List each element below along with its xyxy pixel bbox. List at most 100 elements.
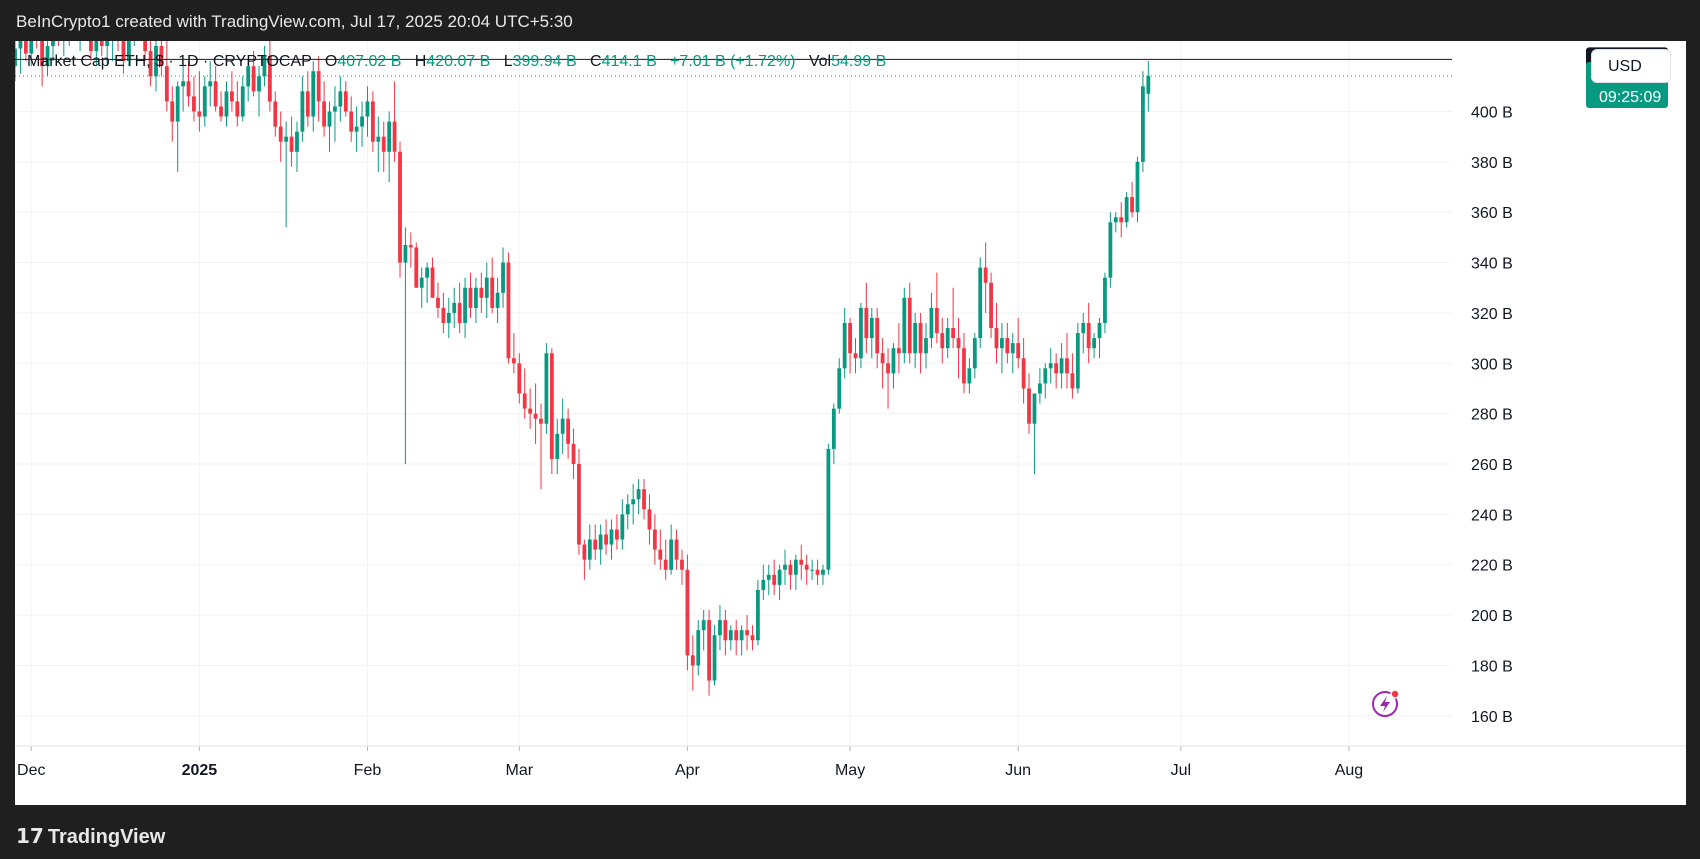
low-value: 399.94 B [512, 53, 577, 70]
candle-body [349, 111, 354, 132]
candle-body [951, 328, 956, 339]
candle-body [891, 348, 896, 374]
candle-body [604, 534, 608, 545]
candle-body [647, 509, 652, 530]
candle-body [799, 559, 804, 565]
candle-body [202, 86, 207, 117]
price-overlays [15, 58, 1452, 77]
candle-body [1005, 338, 1010, 354]
candle-body [463, 287, 467, 323]
chart-panel[interactable]: 160 B 180 B 200 B 220 B 240 B 260 B 280 B 300 B… [15, 41, 1686, 805]
candle-body [1043, 368, 1048, 384]
candle-body [441, 307, 446, 323]
tradingview-logo[interactable]: 17 TradingView [16, 824, 165, 849]
candle-body [506, 262, 511, 359]
x-tick-label: Dec [17, 762, 45, 779]
price-chart[interactable]: 160 B 180 B 200 B 220 B 240 B 260 B 280 B 300 B… [15, 41, 1686, 805]
candle-body [745, 630, 749, 636]
candle-body [219, 106, 223, 117]
header-caption: BeInCrypto1 created with TradingView.com… [16, 12, 573, 31]
candle-body [311, 71, 316, 117]
x-tick-label: Jun [1005, 762, 1031, 779]
candle-body [902, 297, 907, 354]
candle-body [712, 635, 717, 681]
symbol-label[interactable]: Market Cap ETH, $ · 1D · CRYPTOCAP [27, 53, 312, 70]
candle-body [896, 348, 901, 354]
candle-body [652, 529, 657, 550]
candle-body [1054, 363, 1059, 374]
price-axis[interactable]: 160 B 180 B 200 B 220 B 240 B 260 B 280 B 300 B… [1471, 105, 1513, 726]
candle-body [983, 267, 988, 283]
candle-body [577, 464, 581, 545]
candle-body [1113, 217, 1118, 223]
candle-body [587, 539, 592, 560]
volume-value: 54.99 B [831, 53, 887, 70]
candle-body [29, 41, 34, 54]
candle-body [582, 544, 587, 560]
candle-body [517, 363, 522, 394]
notification-dot-icon [1390, 689, 1400, 699]
candle-body [788, 564, 793, 575]
currency-button[interactable]: USD [1591, 49, 1671, 83]
lightning-icon[interactable] [1372, 689, 1400, 717]
candle-body [1000, 338, 1004, 349]
candle-body [718, 620, 722, 636]
candle-body [924, 338, 928, 354]
time-axis[interactable]: Dec 2025 Feb Mar Apr May Jun Jul Aug [15, 745, 1686, 779]
candle-body [750, 635, 755, 641]
y-tick-label: 400 B [1471, 105, 1513, 122]
candle-body [414, 247, 419, 288]
candle-body [1065, 358, 1069, 374]
candle-body [609, 529, 614, 545]
y-tick-label: 180 B [1471, 658, 1513, 675]
candle-body [555, 433, 560, 459]
candle-body [446, 312, 451, 323]
candle-body [452, 302, 457, 313]
x-tick-label: Mar [506, 762, 534, 779]
tradingview-brand: TradingView [47, 826, 166, 848]
candle-body [690, 655, 695, 666]
candle-body [1016, 343, 1021, 359]
candle-body [154, 46, 158, 77]
candle-body [859, 307, 863, 359]
candle-body [766, 574, 771, 580]
header-bar: BeInCrypto1 created with TradingView.com… [0, 0, 1700, 40]
candle-body [522, 393, 527, 409]
open-value: 407.02 B [337, 53, 402, 70]
candle-body [615, 529, 619, 540]
high-label: H [414, 53, 427, 70]
candle-body [913, 323, 918, 354]
candle-body [403, 244, 408, 263]
candle-body [305, 91, 310, 117]
candle-body [468, 287, 473, 308]
footer-bar: 17 TradingView [0, 806, 1700, 859]
y-tick-label: 260 B [1471, 457, 1513, 474]
candle-body [907, 297, 912, 354]
y-tick-label: 380 B [1471, 155, 1513, 172]
candle-body [392, 121, 397, 152]
y-tick-label: 220 B [1471, 558, 1513, 575]
candle-body [398, 151, 402, 263]
candle-body [728, 630, 733, 641]
candle-body [842, 323, 847, 369]
candle-body [598, 534, 603, 550]
candle-body [772, 574, 777, 585]
candle-body [1021, 358, 1026, 389]
candle-body [528, 408, 533, 414]
candle-body [365, 101, 370, 117]
candle-body [164, 66, 169, 102]
candle-body [224, 91, 229, 117]
candle-body [126, 41, 131, 62]
candle-body [560, 418, 565, 434]
candle-body [940, 333, 945, 349]
candle-body [338, 91, 343, 107]
candle-body [994, 328, 999, 349]
candle-body [501, 262, 505, 293]
candle-body [821, 569, 825, 575]
candle-body [360, 116, 364, 127]
candle-body [235, 101, 240, 117]
candle-body [739, 630, 744, 641]
candle-body [376, 136, 381, 142]
candle-body [1108, 222, 1113, 278]
candle-body [300, 91, 305, 132]
